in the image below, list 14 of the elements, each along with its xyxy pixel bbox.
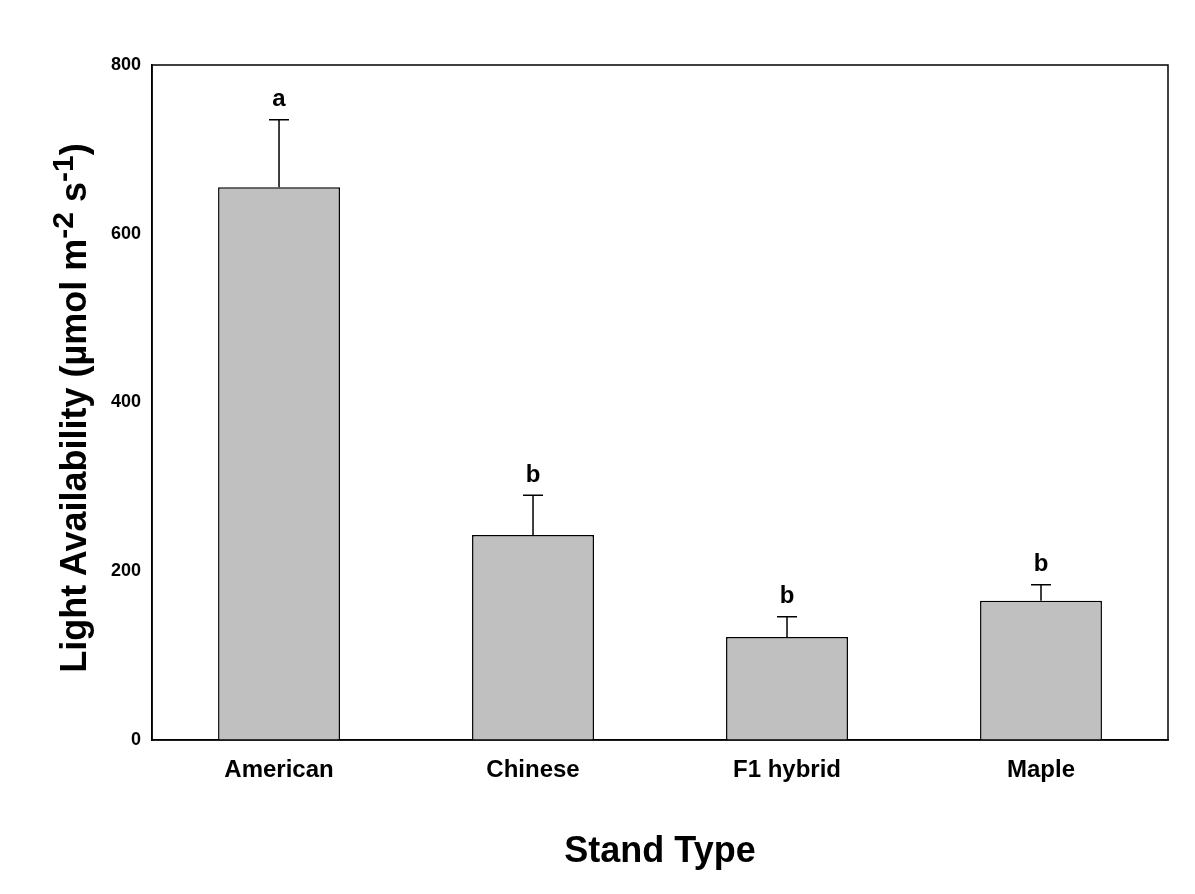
y-tick-label: 200 <box>110 560 142 581</box>
annotation: a <box>272 84 287 112</box>
x-axis-title: Stand Type <box>564 829 756 871</box>
y-tick-label: 400 <box>110 391 142 412</box>
x-tick-label: Chinese <box>486 755 580 783</box>
y-tick-label: 600 <box>110 222 142 243</box>
y-tick-label: 0 <box>131 728 142 749</box>
annotation: b <box>779 581 795 609</box>
annotation: b <box>525 459 541 487</box>
x-tick-label: American <box>224 755 334 783</box>
annotation: b <box>1033 549 1049 577</box>
y-tick-label: 800 <box>110 53 142 74</box>
x-tick-label: Maple <box>1007 755 1076 783</box>
x-tick-label: F1 hybrid <box>733 755 842 783</box>
